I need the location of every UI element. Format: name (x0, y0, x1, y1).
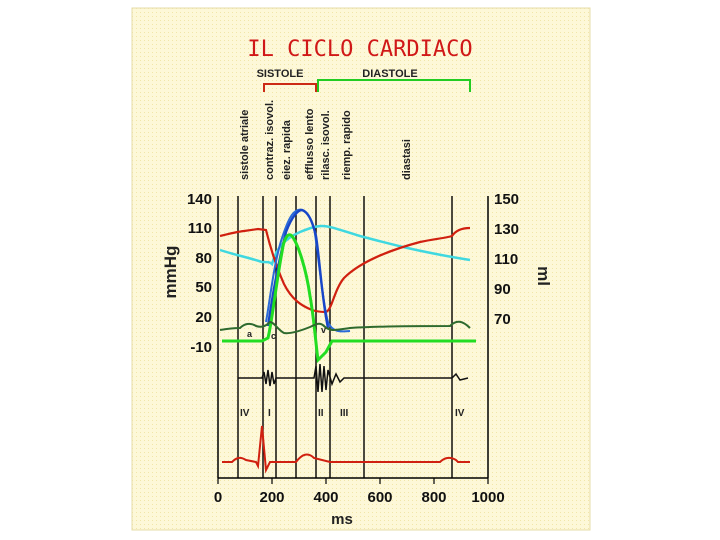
phase-label-rapid-filling: riemp. rapido (341, 110, 353, 180)
diagram-background (131, 7, 591, 531)
left-tick-110: 110 (188, 220, 212, 237)
left-tick-50: 50 (195, 279, 212, 296)
x-tick-0: 0 (214, 489, 222, 506)
x-axis-ticks: 0 200 400 600 800 1000 (214, 489, 505, 506)
left-axis-title: mmHg (161, 246, 180, 299)
systole-header: SISTOLE (257, 68, 304, 80)
x-tick-800: 800 (421, 489, 446, 506)
right-tick-110: 110 (494, 251, 518, 268)
right-axis-title: ml (534, 266, 553, 286)
left-axis-ticks: 140 110 80 50 20 -10 (187, 191, 212, 356)
x-axis-tick-marks (217, 478, 489, 484)
right-tick-130: 130 (494, 221, 519, 238)
left-tick-20: 20 (195, 309, 212, 326)
right-tick-90: 90 (494, 281, 511, 298)
atrial-pressure-curve (219, 320, 471, 335)
left-tick-80: 80 (195, 250, 212, 267)
diastole-bracket (317, 79, 471, 92)
heart-sound-labels: IV I II III IV (240, 408, 465, 419)
diagram-title: IL CICLO CARDIACO (247, 37, 472, 62)
x-tick-400: 400 (313, 489, 338, 506)
systole-bracket (263, 83, 317, 92)
wave-label-c: c (271, 331, 276, 341)
ecg-trace (222, 425, 470, 474)
phase-label-atrial-systole: sistole atriale (239, 110, 251, 180)
heart-sound-iv-first: IV (240, 408, 250, 419)
wave-label-v: v (321, 325, 326, 335)
phase-label-rapid-ejection: eiez. rapida (281, 119, 293, 180)
phase-label-isovolumetric-relaxation: rilasc. isovol. (320, 110, 332, 180)
phase-label-slow-ejection: efflusso lento (304, 108, 316, 180)
x-tick-200: 200 (259, 489, 284, 506)
phase-label-diastasis: diastasi (401, 139, 413, 180)
ventricular-volume-curve (219, 224, 471, 267)
heart-sound-i: I (268, 408, 271, 419)
heart-sound-iii: III (340, 408, 349, 419)
left-tick-minus10: -10 (190, 339, 212, 356)
right-tick-150: 150 (494, 191, 519, 208)
right-axis-ticks: 150 130 110 90 70 (494, 191, 519, 328)
x-tick-600: 600 (367, 489, 392, 506)
x-tick-1000: 1000 (471, 489, 504, 506)
phase-labels: sistole atriale contraz. isovol. eiez. r… (239, 100, 413, 180)
heart-sound-ii: II (318, 408, 324, 419)
phonocardiogram-trace (238, 363, 469, 393)
heart-sound-iv-second: IV (455, 408, 465, 419)
right-tick-70: 70 (494, 311, 511, 328)
green-trace-curve (222, 233, 476, 364)
left-tick-140: 140 (187, 191, 212, 208)
phase-label-isovolumetric-contraction: contraz. isovol. (264, 100, 276, 180)
x-axis-title: ms (331, 511, 353, 528)
wave-label-a: a (247, 329, 253, 339)
diastole-header: DIASTOLE (362, 68, 417, 80)
